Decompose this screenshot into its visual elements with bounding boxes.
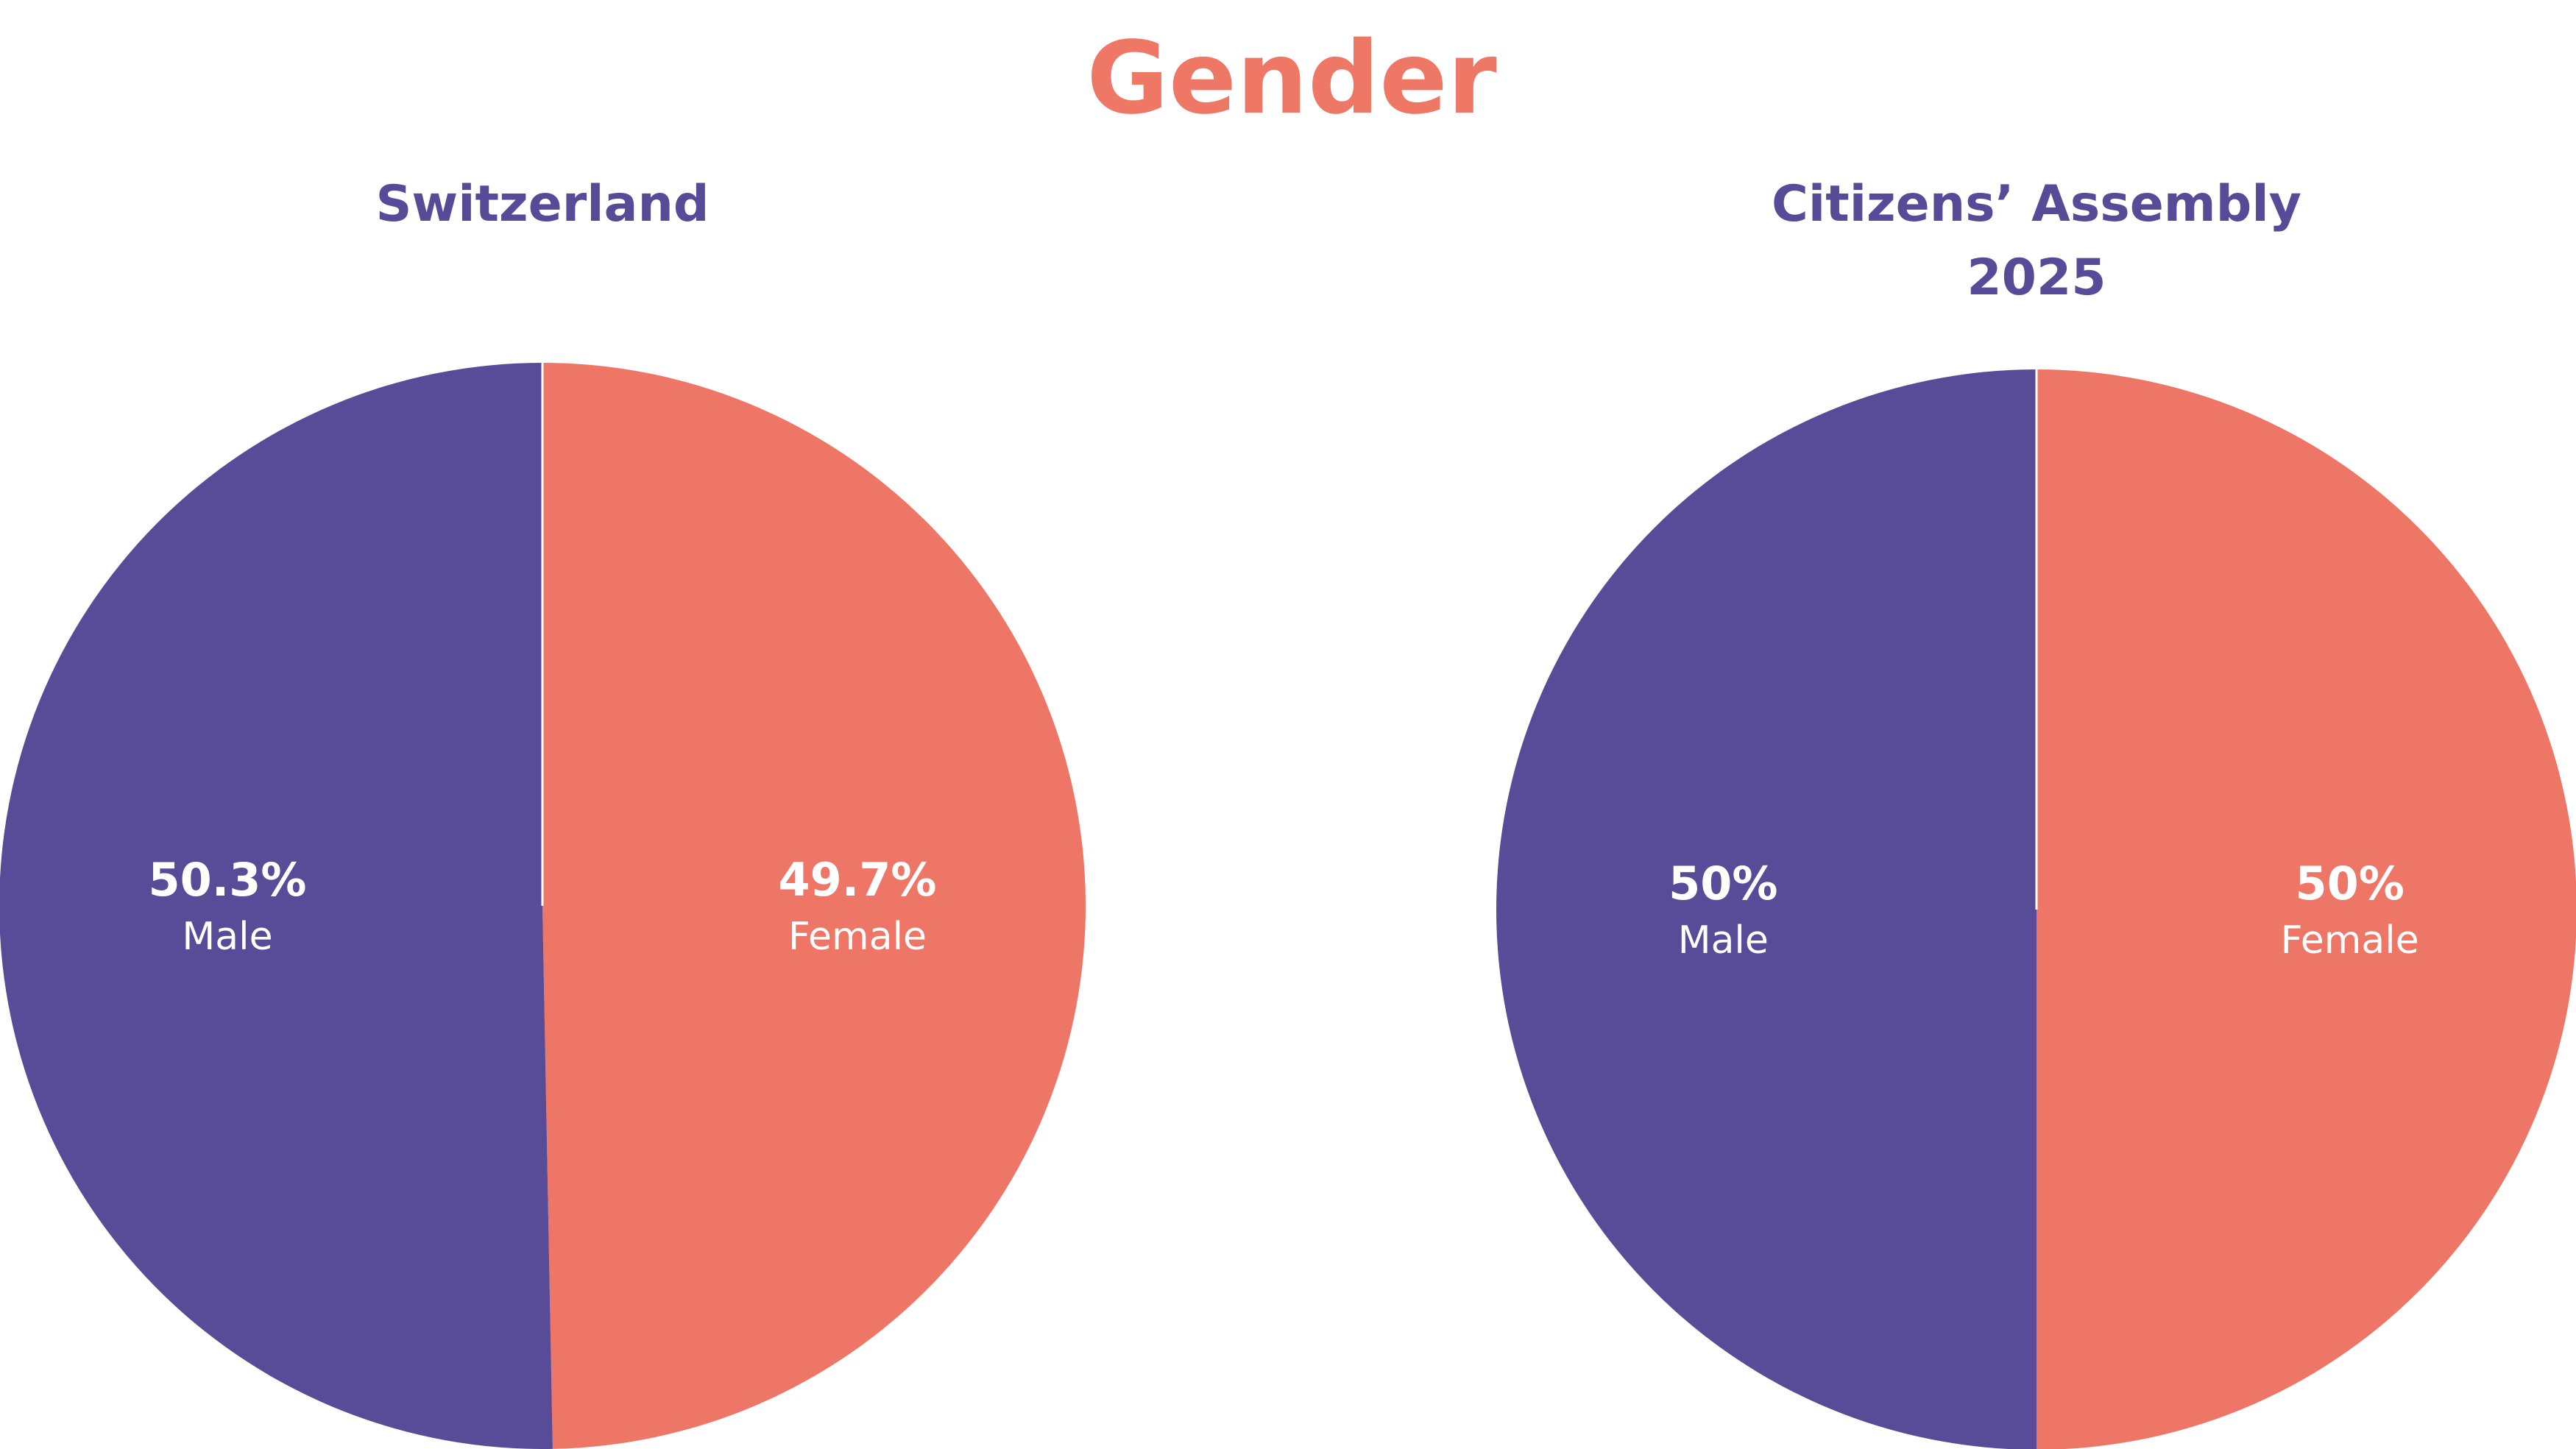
pie-chart-switzerland: Switzerland 49.7% Female 50.3% Male bbox=[0, 175, 1086, 1449]
slice-category-label-citizens-assembly-female: Female bbox=[2281, 918, 2419, 963]
slice-value-label-switzerland-male: 50.3% bbox=[148, 853, 306, 907]
slice-category-label-switzerland-female: Female bbox=[788, 915, 927, 959]
slice-value-label-citizens-assembly-male: 50% bbox=[1669, 857, 1777, 910]
pie-slice-citizens-assembly-female bbox=[2037, 369, 2576, 1449]
main-title: Gender bbox=[1086, 21, 1496, 137]
pie-chart-citizens-assembly: Citizens’ Assembly 2025 50% Female 50% Male bbox=[1496, 175, 2576, 1449]
slice-value-label-citizens-assembly-female: 50% bbox=[2295, 857, 2404, 910]
pie-slice-switzerland-female bbox=[542, 363, 1086, 1449]
slice-category-label-switzerland-male: Male bbox=[182, 915, 272, 959]
pie-title-citizens-assembly-line-1: Citizens’ Assembly bbox=[1772, 175, 2301, 233]
pie-title-switzerland: Switzerland bbox=[375, 175, 709, 233]
slice-value-label-switzerland-female: 49.7% bbox=[778, 853, 936, 907]
pie-slice-switzerland-male bbox=[0, 363, 553, 1449]
pie-title-citizens-assembly-line-2: 2025 bbox=[1967, 249, 2106, 307]
pie-slice-citizens-assembly-male bbox=[1496, 369, 2037, 1449]
slice-category-label-citizens-assembly-male: Male bbox=[1678, 918, 1769, 963]
